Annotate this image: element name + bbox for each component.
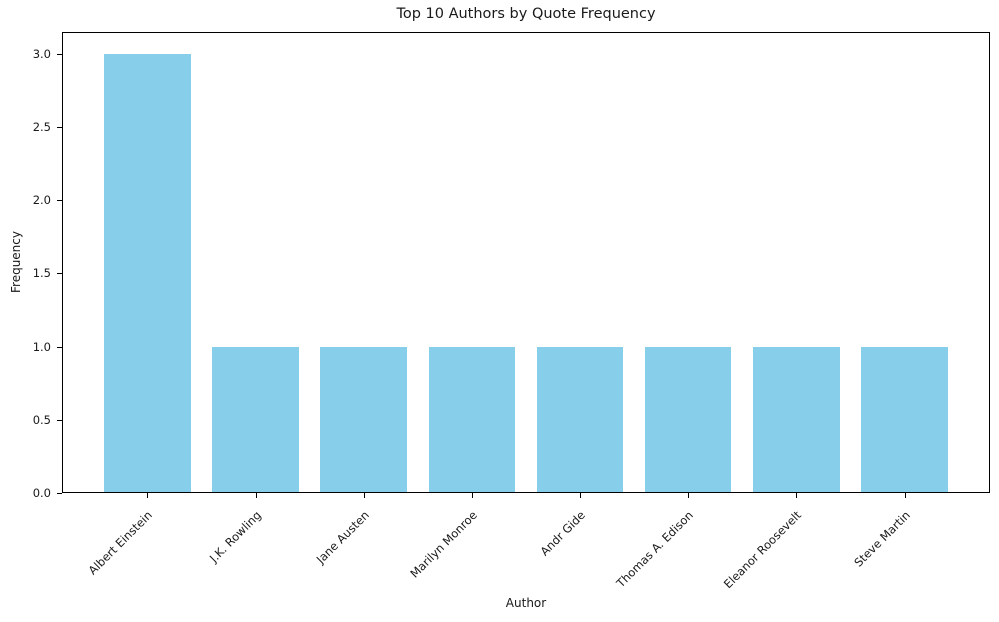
x-tick-mark (471, 493, 473, 498)
y-tick-mark (57, 200, 62, 202)
bar-marilyn-monroe (428, 346, 516, 493)
bar-j-k-rowling (212, 346, 299, 493)
y-tick-mark (57, 273, 62, 275)
y-tick-label: 2.5 (32, 120, 51, 135)
y-tick-mark (57, 127, 62, 129)
y-tick-label: 3.0 (32, 46, 51, 61)
y-tick-mark (57, 419, 62, 421)
x-tick-label: Albert Einstein (85, 508, 156, 578)
y-tick-mark (57, 53, 62, 55)
x-axis-label: Author (505, 596, 547, 610)
bar-eleanor-roosevelt (753, 346, 840, 493)
x-tick-label: Steve Martin (850, 508, 913, 570)
chart-title: Top 10 Authors by Quote Frequency (396, 6, 656, 22)
x-tick-mark (796, 493, 798, 498)
y-axis-label: Frequency (9, 231, 23, 293)
y-tick-mark (57, 493, 62, 494)
y-tick-label: 1.5 (32, 266, 51, 281)
bar-thomas-a-edison (644, 346, 732, 493)
bar-steve-martin (861, 346, 948, 493)
bar-albert-einstein (104, 53, 191, 493)
x-tick-label: Marilyn Monroe (407, 508, 480, 581)
x-tick-mark (363, 493, 365, 498)
plot-area (62, 32, 990, 493)
y-tick-label: 2.0 (32, 193, 51, 208)
x-tick-label: Jane Austen (313, 508, 372, 567)
x-tick-label: J.K. Rowling (206, 508, 264, 566)
y-tick-label: 0.5 (32, 412, 51, 427)
x-tick-mark (688, 493, 690, 498)
x-tick-mark (580, 493, 582, 498)
x-tick-mark (904, 493, 906, 498)
x-tick-label: Andr Gide (537, 508, 588, 559)
x-tick-mark (255, 493, 257, 498)
y-tick-mark (57, 346, 62, 348)
bar-jane-austen (320, 346, 407, 493)
bar-andr-gide (536, 346, 624, 493)
x-tick-label: Thomas A. Edison (613, 508, 697, 591)
y-tick-label: 1.0 (32, 339, 51, 354)
y-tick-label: 0.0 (32, 486, 51, 500)
x-tick-mark (147, 493, 149, 498)
x-tick-label: Eleanor Roosevelt (721, 508, 805, 592)
